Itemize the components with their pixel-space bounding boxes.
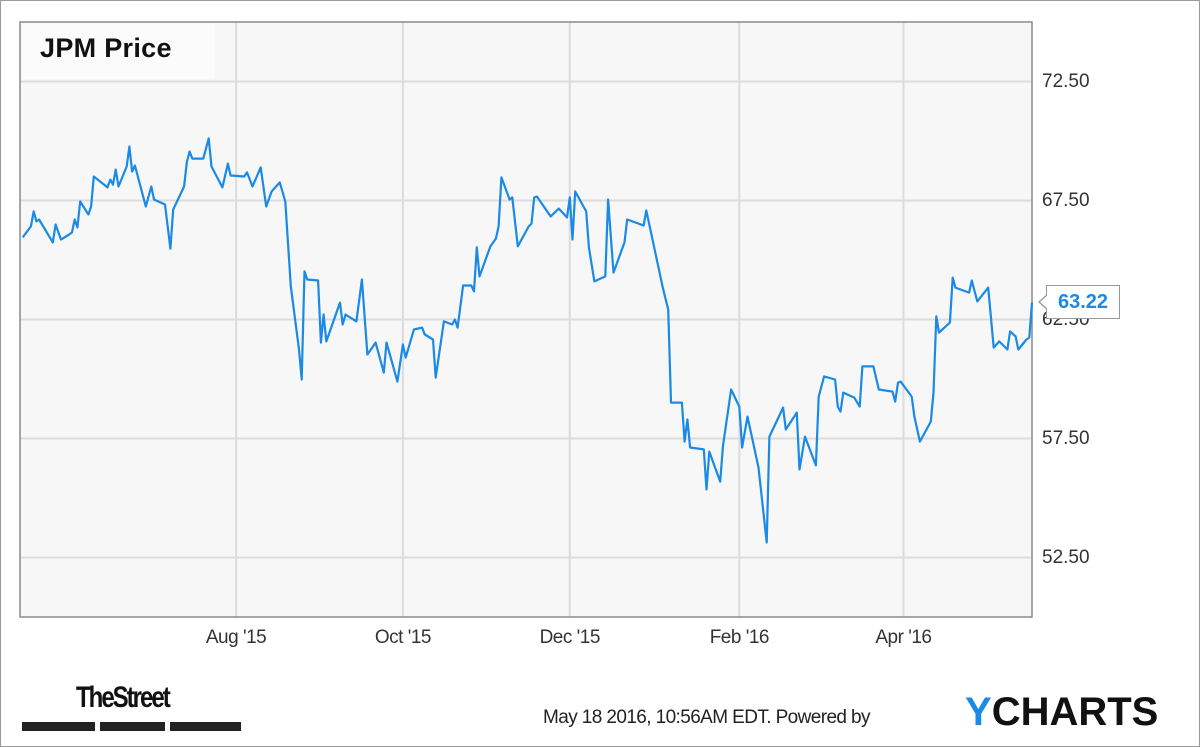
y-tick-label: 67.50 <box>1042 189 1090 211</box>
thestreet-logo-bar <box>100 722 165 731</box>
x-tick-label: Feb '16 <box>709 627 770 648</box>
thestreet-logo-bar <box>170 722 241 731</box>
title-box <box>22 24 215 79</box>
y-tick-label: 52.50 <box>1042 546 1090 568</box>
x-tick-label: Oct '15 <box>374 627 432 648</box>
x-tick-label: Aug '15 <box>205 627 267 648</box>
ycharts-logo: YCHARTS <box>965 690 1158 735</box>
thestreet-logo-bar <box>22 722 95 731</box>
ycharts-logo-rest: CHARTS <box>991 690 1159 734</box>
chart-title: JPM Price <box>40 33 172 63</box>
ycharts-logo-y: Y <box>965 690 992 734</box>
x-tick-label: Dec '15 <box>539 627 601 648</box>
y-tick-label: 72.50 <box>1042 70 1090 92</box>
price-line <box>21 137 1034 544</box>
thestreet-logo: TheStreet <box>76 681 171 714</box>
plot-border <box>19 21 1033 618</box>
footer-timestamp: May 18 2016, 10:56AM EDT. Powered by <box>543 707 871 728</box>
y-tick-label: 57.50 <box>1042 427 1090 449</box>
last-value-callout: 63.22 <box>1038 285 1120 319</box>
x-tick-label: Apr '16 <box>875 627 932 648</box>
